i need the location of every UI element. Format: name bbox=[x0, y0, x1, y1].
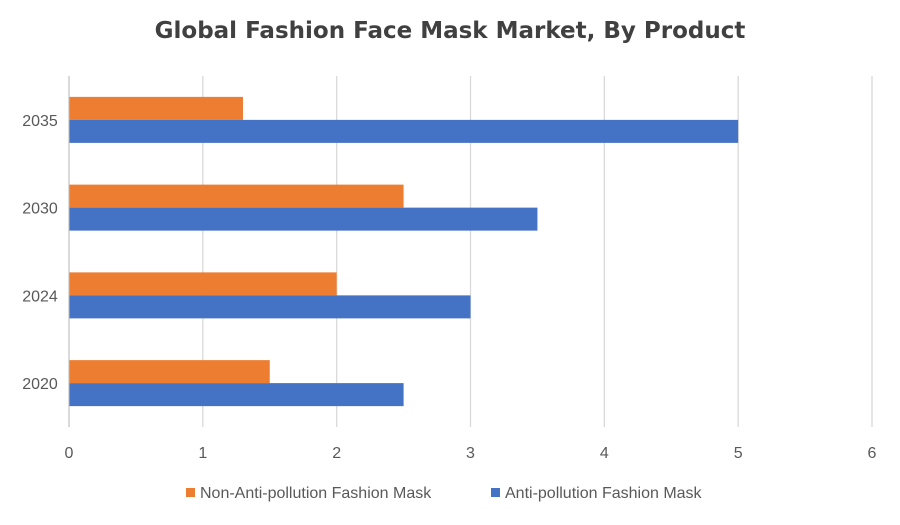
bar-2024-series-2 bbox=[69, 295, 471, 319]
x-tick-label: 1 bbox=[198, 445, 207, 462]
bar-2030-series-1 bbox=[69, 184, 404, 208]
x-tick-label: 0 bbox=[65, 445, 74, 462]
bars bbox=[69, 96, 739, 407]
axes: 0 1 2 3 4 5 6 2020 2024 2030 2035 bbox=[22, 76, 877, 462]
bar-2035-series-1 bbox=[69, 96, 243, 120]
y-tick-label: 2035 bbox=[22, 113, 58, 130]
chart-title: Global Fashion Face Mask Market, By Prod… bbox=[154, 18, 746, 44]
legend-swatch-2 bbox=[491, 488, 500, 497]
bar-2020-series-1 bbox=[69, 360, 270, 384]
legend-label-2: Anti-pollution Fashion Mask bbox=[505, 485, 703, 502]
bar-2024-series-1 bbox=[69, 272, 337, 296]
x-tick-label: 6 bbox=[868, 445, 877, 462]
legend-label-1: Non-Anti-pollution Fashion Mask bbox=[200, 485, 432, 502]
x-tick-label: 2 bbox=[332, 445, 341, 462]
legend-swatch-1 bbox=[186, 488, 195, 497]
legend: Non-Anti-pollution Fashion Mask Anti-poll… bbox=[186, 485, 703, 502]
bar-2020-series-2 bbox=[69, 383, 404, 407]
bar-2030-series-2 bbox=[69, 207, 538, 231]
x-tick-label: 5 bbox=[734, 445, 743, 462]
y-tick-label: 2020 bbox=[22, 376, 58, 393]
x-tick-label: 3 bbox=[466, 445, 475, 462]
bar-2035-series-2 bbox=[69, 119, 739, 143]
y-tick-label: 2030 bbox=[22, 201, 58, 218]
x-tick-label: 4 bbox=[600, 445, 609, 462]
y-tick-label: 2024 bbox=[22, 288, 58, 305]
